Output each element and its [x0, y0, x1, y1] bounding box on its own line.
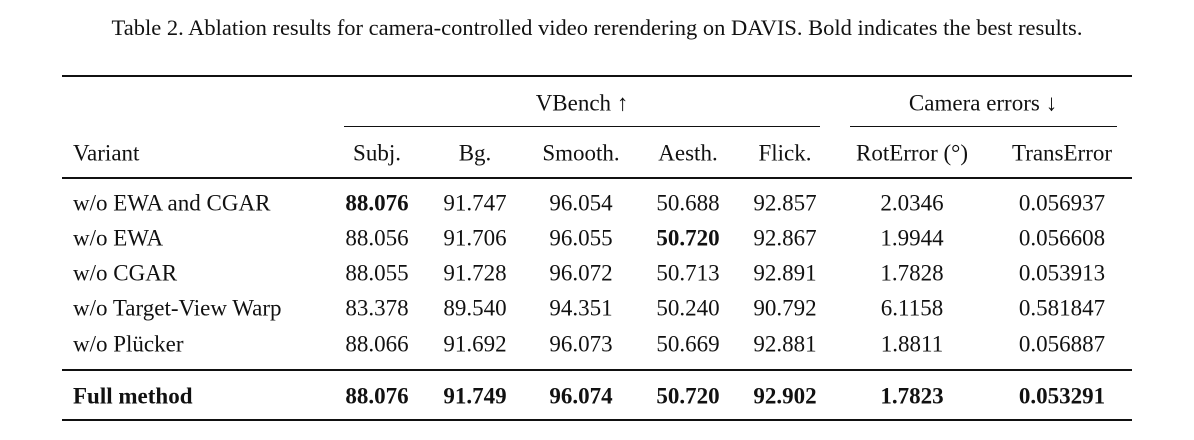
cell: 1.9944: [880, 225, 944, 251]
cell: 88.076: [345, 190, 409, 216]
cell: 0.056887: [1018, 331, 1106, 357]
caption: Table 2. Ablation results for camera-con…: [111, 14, 1083, 40]
cell: 96.074: [549, 383, 613, 409]
header-rule: [62, 177, 1132, 179]
cell: 6.1158: [880, 295, 944, 321]
column-header: Variant: [73, 140, 140, 166]
row-label: w/o Target-View Warp: [73, 295, 282, 321]
cell: 91.706: [443, 225, 507, 251]
cell: 0.053291: [1018, 383, 1106, 409]
cell: 88.056: [345, 225, 409, 251]
row-label: w/o Plücker: [73, 331, 184, 357]
cell: 91.692: [443, 331, 507, 357]
column-header: Smooth.: [542, 140, 620, 166]
column-header: Aesth.: [658, 140, 718, 166]
cell: 50.720: [656, 383, 720, 409]
group-header: VBench ↑: [535, 90, 629, 116]
column-header: Bg.: [458, 140, 492, 166]
column-header: TransError: [1011, 140, 1113, 166]
cell: 0.053913: [1018, 260, 1106, 286]
cell: 50.688: [656, 190, 720, 216]
cell: 83.378: [345, 295, 409, 321]
cell: 94.351: [549, 295, 613, 321]
cell: 91.747: [443, 190, 507, 216]
column-header: Subj.: [353, 140, 401, 166]
cell: 92.881: [753, 331, 817, 357]
cell: 88.066: [345, 331, 409, 357]
cell: 96.072: [549, 260, 613, 286]
row-label: w/o EWA: [73, 225, 164, 251]
cell: 88.055: [345, 260, 409, 286]
column-header: Flick.: [758, 140, 812, 166]
cell: 96.055: [549, 225, 613, 251]
row-label: w/o CGAR: [73, 260, 178, 286]
cell: 92.867: [753, 225, 817, 251]
group-rule: [344, 126, 820, 127]
row-label: w/o EWA and CGAR: [73, 190, 271, 216]
cell: 1.7823: [880, 383, 944, 409]
cell: 1.7828: [880, 260, 944, 286]
cell: 92.902: [753, 383, 817, 409]
cell: 92.891: [753, 260, 817, 286]
cell: 2.0346: [880, 190, 944, 216]
cell: 1.8811: [880, 331, 944, 357]
mid-rule: [62, 369, 1132, 371]
top-rule: [62, 75, 1132, 77]
bottom-rule: [62, 419, 1132, 421]
row-label: Full method: [73, 383, 193, 409]
cell: 0.581847: [1018, 295, 1106, 321]
cell: 96.073: [549, 331, 613, 357]
column-header: RotError (°): [855, 140, 969, 166]
cell: 0.056608: [1018, 225, 1106, 251]
group-header: Camera errors ↓: [908, 90, 1058, 116]
group-rule: [850, 126, 1117, 127]
cell: 50.720: [656, 225, 720, 251]
cell: 50.669: [656, 331, 720, 357]
cell: 92.857: [753, 190, 817, 216]
cell: 96.054: [549, 190, 613, 216]
cell: 50.240: [656, 295, 720, 321]
cell: 89.540: [443, 295, 507, 321]
cell: 88.076: [345, 383, 409, 409]
cell: 90.792: [753, 295, 817, 321]
cell: 0.056937: [1018, 190, 1106, 216]
cell: 91.728: [443, 260, 507, 286]
cell: 50.713: [656, 260, 720, 286]
cell: 91.749: [443, 383, 507, 409]
